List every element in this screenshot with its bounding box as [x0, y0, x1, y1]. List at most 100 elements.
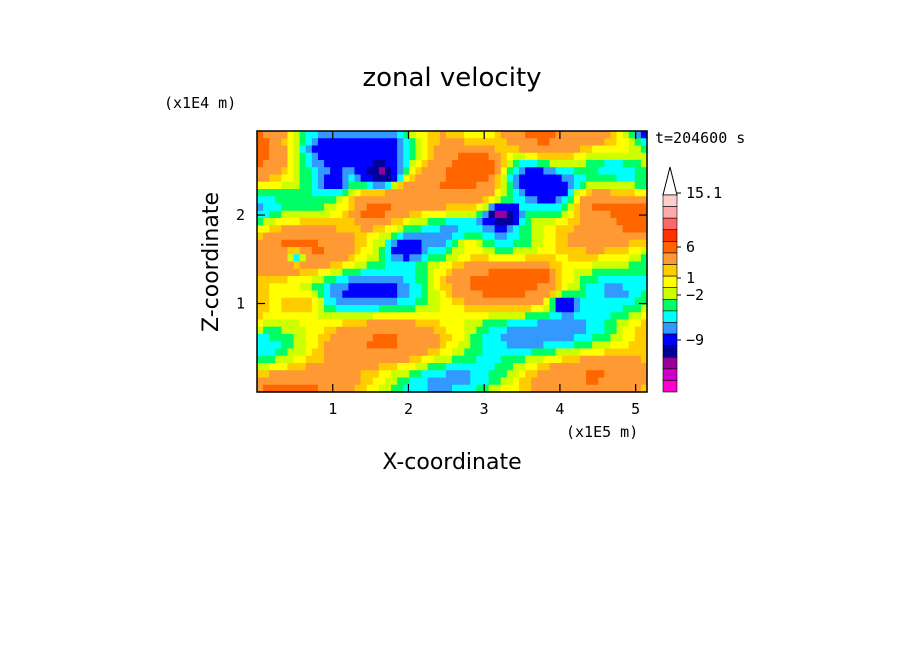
heatmap-cell: [476, 341, 484, 350]
heatmap-cell: [287, 334, 295, 342]
heatmap-cell: [604, 203, 612, 212]
heatmap-cell: [506, 305, 514, 313]
heatmap-cell: [506, 174, 514, 183]
heatmap-cell: [421, 363, 429, 371]
heatmap-cell: [263, 203, 270, 212]
heatmap-cell: [372, 218, 380, 226]
heatmap-cell: [525, 290, 532, 299]
heatmap-cell: [506, 297, 514, 306]
heatmap-cell: [531, 319, 538, 328]
heatmap-cell: [317, 167, 325, 176]
heatmap-cell: [348, 174, 356, 183]
heatmap-cell: [397, 268, 404, 277]
heatmap-cell: [421, 218, 429, 226]
heatmap-cell: [257, 290, 264, 299]
heatmap-cell: [281, 145, 289, 154]
heatmap-cell: [586, 326, 593, 335]
heatmap-cell: [634, 377, 642, 386]
heatmap-cell: [299, 326, 307, 335]
heatmap-cell: [281, 377, 289, 386]
heatmap-cell: [324, 131, 331, 139]
heatmap-cell: [616, 160, 624, 168]
heatmap-cell: [549, 181, 557, 190]
heatmap-cell: [561, 167, 569, 176]
heatmap-cell: [464, 334, 471, 342]
colorbar-swatch: [662, 194, 678, 207]
heatmap-cell: [287, 261, 295, 270]
heatmap-cell: [470, 334, 477, 342]
heatmap-cell: [598, 167, 605, 176]
heatmap-cell: [555, 152, 563, 161]
heatmap-cell: [616, 189, 624, 197]
heatmap-cell: [445, 189, 453, 197]
heatmap-cell: [391, 131, 398, 139]
heatmap-cell: [604, 225, 612, 234]
heatmap-cell: [409, 312, 417, 321]
heatmap-cell: [281, 232, 289, 241]
heatmap-cell: [561, 145, 569, 154]
heatmap-cell: [330, 254, 337, 263]
heatmap-cell: [305, 218, 313, 226]
heatmap-cell: [452, 305, 459, 313]
heatmap-cell: [305, 348, 313, 357]
heatmap-cell: [531, 167, 538, 176]
heatmap-cell: [610, 160, 618, 168]
heatmap-cell: [324, 341, 331, 350]
heatmap-cell: [579, 319, 587, 328]
heatmap-cell: [494, 152, 502, 161]
heatmap-cell: [592, 138, 599, 147]
heatmap-cell: [342, 334, 350, 342]
heatmap-cell: [269, 384, 276, 393]
heatmap-cell: [494, 254, 502, 263]
heatmap-cell: [610, 196, 618, 205]
heatmap-cell: [257, 363, 264, 371]
heatmap-cell: [506, 247, 514, 255]
heatmap-cell: [640, 384, 648, 393]
heatmap-cell: [311, 167, 319, 176]
heatmap-cell: [476, 261, 484, 270]
heatmap-cell: [324, 334, 331, 342]
heatmap-cell: [348, 297, 356, 306]
heatmap-cell: [287, 225, 295, 234]
heatmap-cell: [512, 363, 520, 371]
heatmap-cell: [555, 138, 563, 147]
heatmap-cell: [610, 218, 618, 226]
heatmap-cell: [549, 167, 557, 176]
heatmap-cell: [372, 305, 380, 313]
heatmap-cell: [263, 268, 270, 277]
heatmap-cell: [366, 283, 374, 292]
heatmap-cell: [519, 377, 526, 386]
heatmap-cell: [372, 334, 380, 342]
heatmap-cell: [616, 334, 624, 342]
heatmap-cell: [531, 218, 538, 226]
heatmap-cell: [555, 268, 563, 277]
heatmap-cell: [531, 334, 538, 342]
heatmap-cell: [263, 247, 270, 255]
heatmap-cell: [281, 370, 289, 379]
heatmap-cell: [464, 160, 471, 168]
heatmap-cell: [342, 152, 350, 161]
heatmap-cell: [579, 247, 587, 255]
heatmap-cell: [512, 341, 520, 350]
heatmap-cell: [476, 370, 484, 379]
heatmap-cell: [372, 247, 380, 255]
heatmap-cell: [482, 268, 490, 277]
heatmap-cell: [634, 297, 642, 306]
heatmap-cell: [391, 276, 398, 284]
heatmap-cell: [579, 341, 587, 350]
heatmap-cell: [512, 145, 520, 154]
heatmap-cell: [488, 319, 496, 328]
heatmap-cell: [634, 232, 642, 241]
heatmap-cell: [452, 341, 459, 350]
heatmap-cell: [360, 276, 368, 284]
heatmap-cell: [500, 232, 508, 241]
heatmap-cell: [598, 377, 605, 386]
heatmap-cell: [439, 355, 447, 364]
heatmap-cell: [360, 167, 368, 176]
heatmap-cell: [421, 283, 429, 292]
heatmap-cell: [470, 377, 477, 386]
heatmap-cell: [299, 290, 307, 299]
heatmap-cell: [366, 189, 374, 197]
heatmap-cell: [640, 131, 648, 139]
heatmap-cell: [640, 297, 648, 306]
